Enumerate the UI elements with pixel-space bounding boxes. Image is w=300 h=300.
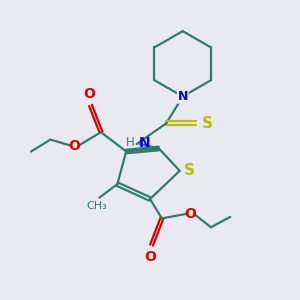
Text: O: O — [144, 250, 156, 264]
Text: O: O — [184, 207, 196, 221]
Text: CH₃: CH₃ — [86, 200, 107, 211]
Text: N: N — [178, 90, 188, 103]
Text: S: S — [201, 116, 212, 131]
Text: O: O — [68, 139, 80, 152]
Text: S: S — [184, 163, 195, 178]
Text: H: H — [126, 136, 134, 149]
Text: O: O — [83, 87, 95, 101]
Text: N: N — [139, 136, 151, 150]
